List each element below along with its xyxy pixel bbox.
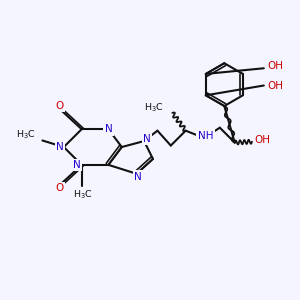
Text: N: N — [134, 172, 142, 182]
Text: NH: NH — [198, 131, 213, 141]
Text: OH: OH — [254, 135, 270, 145]
Text: O: O — [56, 183, 64, 193]
Text: N: N — [73, 160, 81, 170]
Text: OH: OH — [268, 61, 284, 71]
Text: N: N — [56, 142, 64, 152]
Text: H$_3$C: H$_3$C — [144, 101, 164, 114]
Text: N: N — [104, 124, 112, 134]
Text: OH: OH — [268, 80, 284, 91]
Text: H$_3$C: H$_3$C — [73, 189, 93, 201]
Text: N: N — [143, 134, 151, 144]
Text: H$_3$C: H$_3$C — [16, 128, 36, 141]
Text: O: O — [56, 101, 64, 111]
